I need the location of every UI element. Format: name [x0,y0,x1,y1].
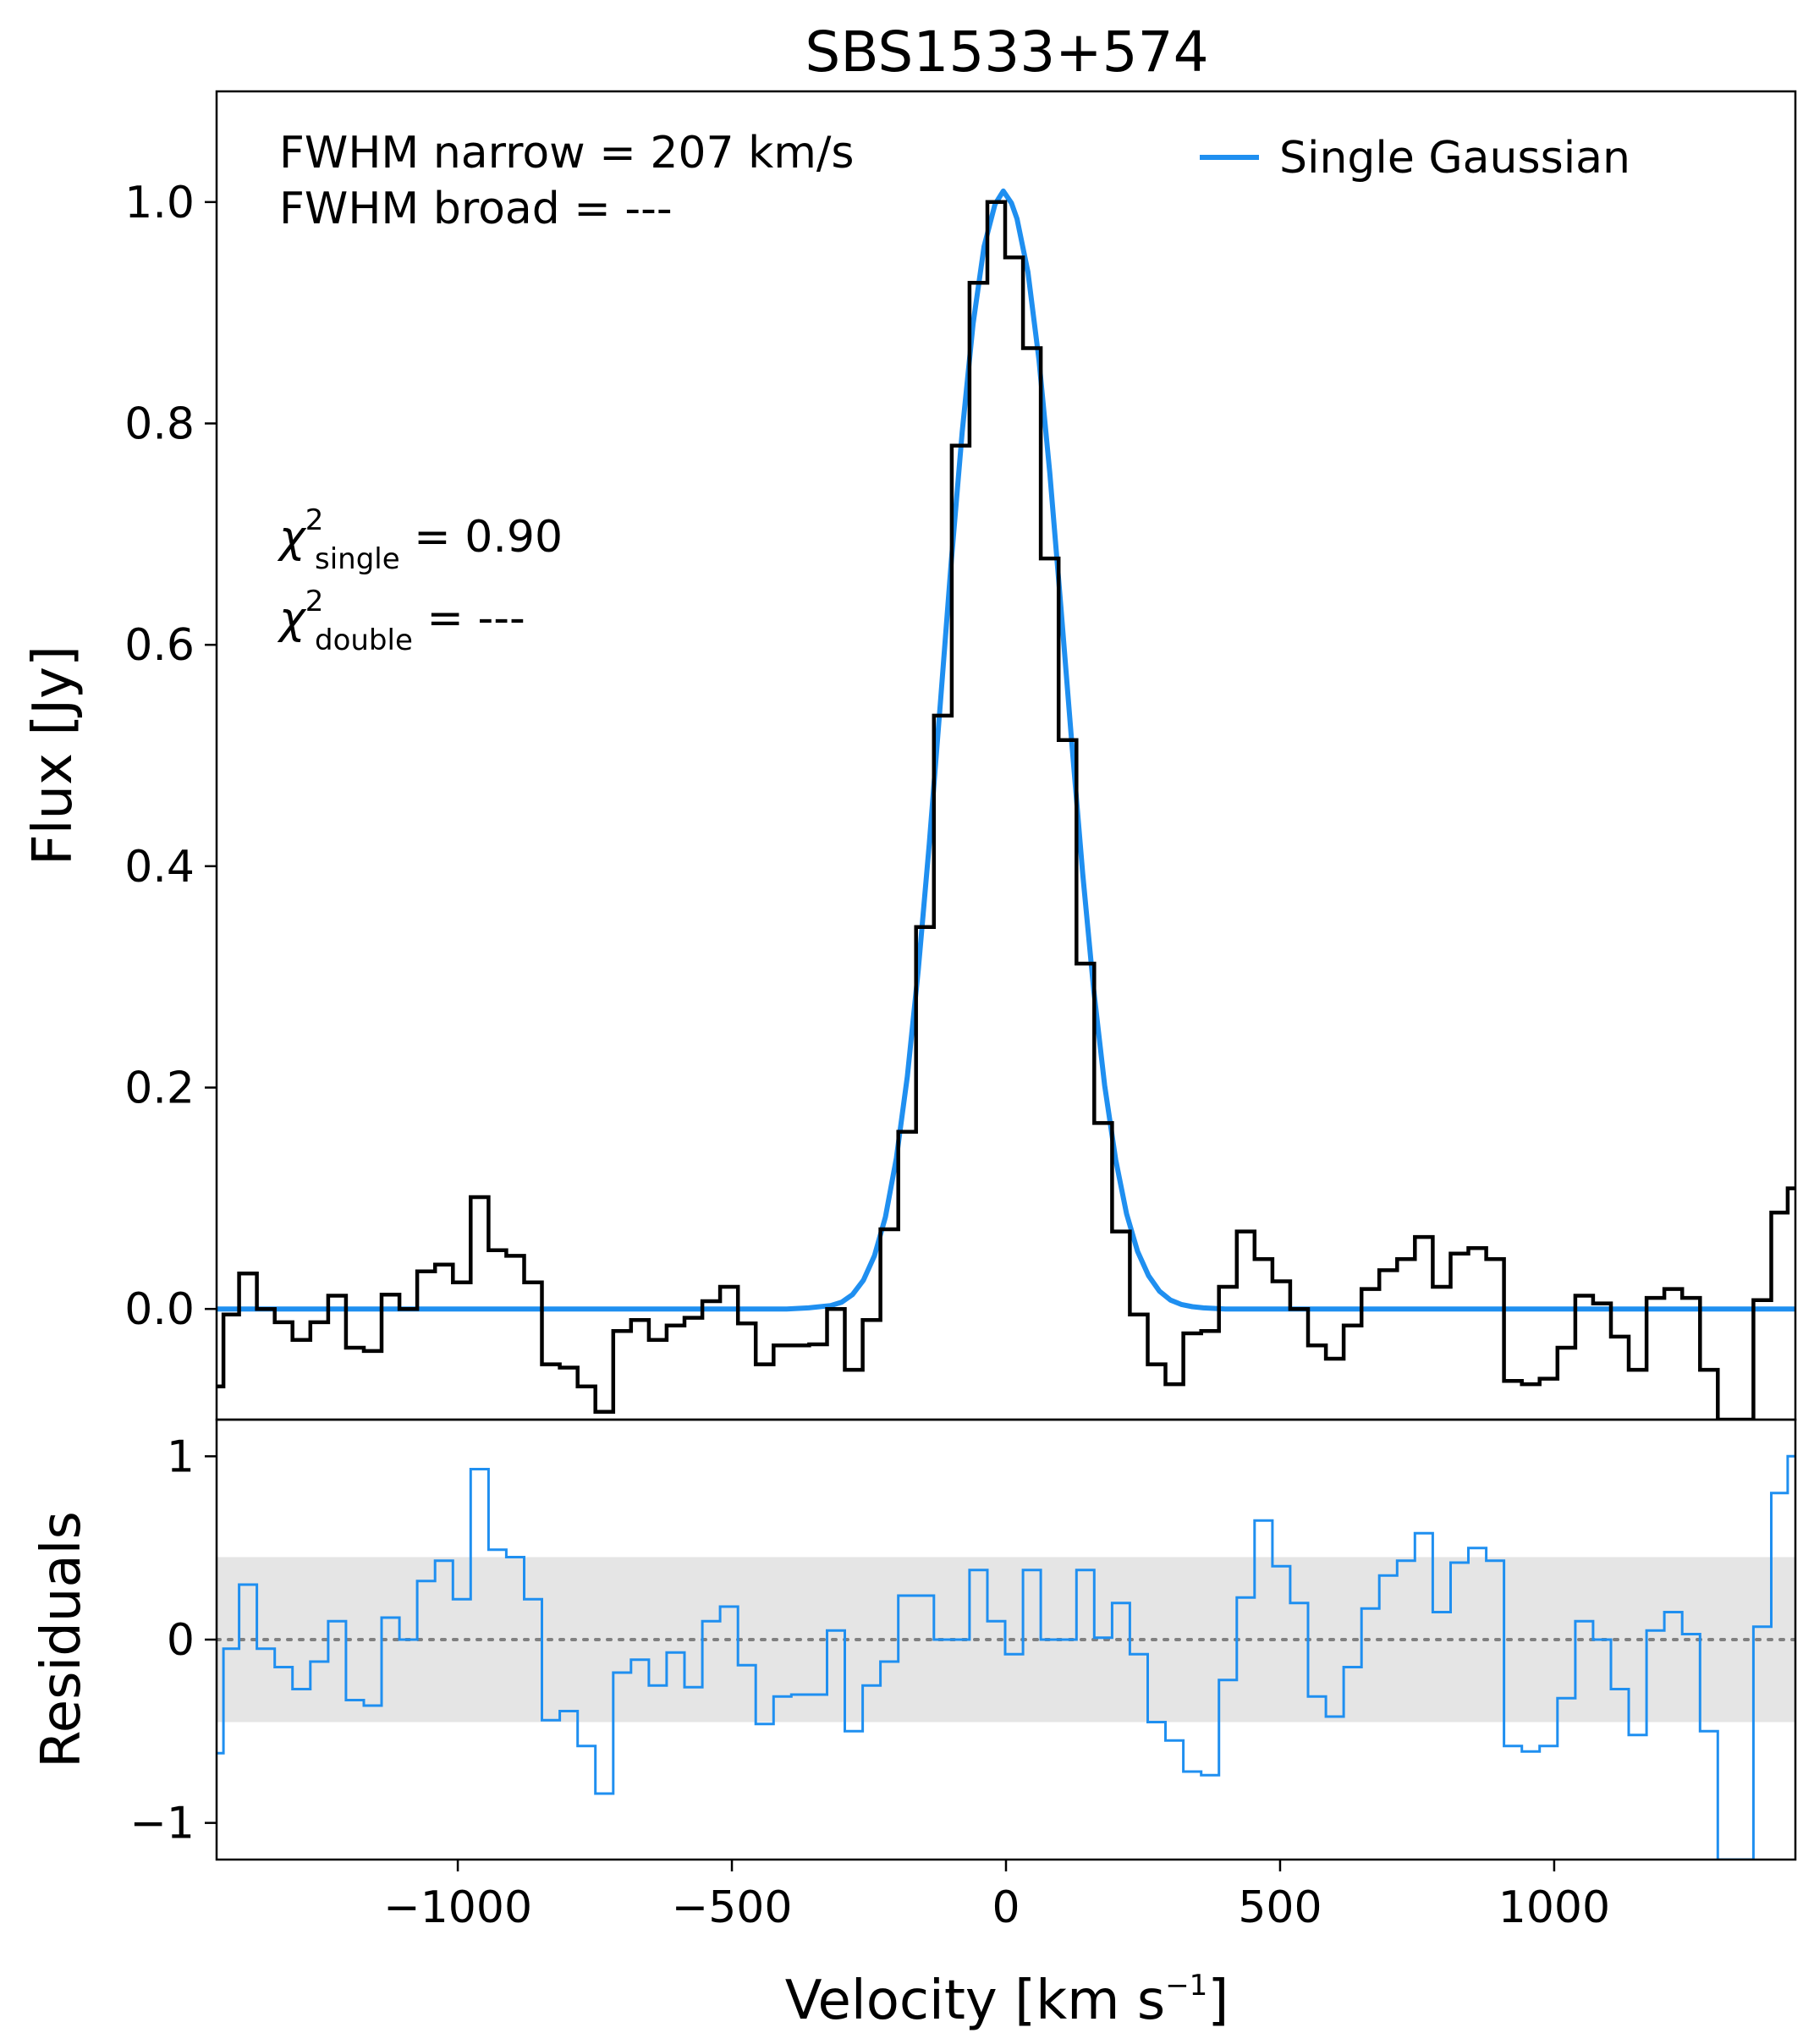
y-tick-label: 0.2 [124,1063,195,1114]
legend-label-single-gaussian: Single Gaussian [1279,133,1630,184]
chi-sup: 2 [305,503,324,537]
chi-single-value: = 0.90 [400,512,563,563]
y-axis-label-residuals: Residuals [30,1511,93,1768]
spectrum-panel: 0.0 0.2 0.4 0.6 0.8 1.0 Flux [Jy] FWHM narrow… [22,90,1797,1421]
annotation-fwhm-broad: FWHM broad = --- [279,184,673,234]
x-tick-label: 0 [992,1882,1020,1933]
x-axis-label-tail: ] [1207,1970,1229,2032]
residual-step-line [217,1454,1795,1860]
y-axis-label-flux: Flux [Jy] [22,646,85,865]
annotation-chi2-single: χ2 single = 0.90 [277,503,563,576]
residual-y-tick-label: 0 [167,1615,195,1666]
residuals-panel: −1 0 1 −1000 −500 0 500 1000 Residuals Velocit… [30,1418,1797,2032]
y-tick-label: 0.4 [124,842,195,893]
x-tick-label: −500 [672,1882,793,1933]
residual-y-ticks: −1 0 1 [129,1431,217,1849]
data-step-line [217,200,1795,1420]
x-axis-label: Velocity [km s−1] [785,1969,1229,2032]
chi-symbol: χ [277,512,307,563]
chi-single-sub: single [315,542,400,576]
x-ticks: −1000 −500 0 500 1000 [383,1860,1610,1933]
y-tick-label: 0.0 [124,1284,195,1335]
chi-double-value: = --- [413,593,525,644]
single-gaussian-fit-line [217,188,1795,1312]
x-tick-label: 1000 [1498,1882,1610,1933]
residual-y-tick-label: −1 [129,1799,195,1849]
y-tick-label: 0.8 [124,399,195,450]
annotation-fwhm-narrow: FWHM narrow = 207 km/s [279,128,854,179]
chi-symbol: χ [277,593,307,644]
y-tick-label: 1.0 [124,178,195,228]
chi-sup: 2 [305,585,324,618]
x-axis-label-sup: −1 [1165,1969,1207,2003]
residual-y-tick-label: 1 [167,1431,195,1482]
spectrum-axes-frame [215,90,1797,1421]
legend: Single Gaussian [1200,133,1630,184]
y-tick-label: 0.6 [124,620,195,671]
spectrum-y-ticks: 0.0 0.2 0.4 0.6 0.8 1.0 [124,178,217,1335]
x-tick-label: −1000 [383,1882,532,1933]
chi-double-sub: double [315,624,413,657]
chart-title: SBS1533+574 [805,19,1208,85]
annotation-chi2-double: χ2 double = --- [277,585,525,657]
x-tick-label: 500 [1238,1882,1322,1933]
x-axis-label-main: Velocity [km s [785,1970,1165,2032]
